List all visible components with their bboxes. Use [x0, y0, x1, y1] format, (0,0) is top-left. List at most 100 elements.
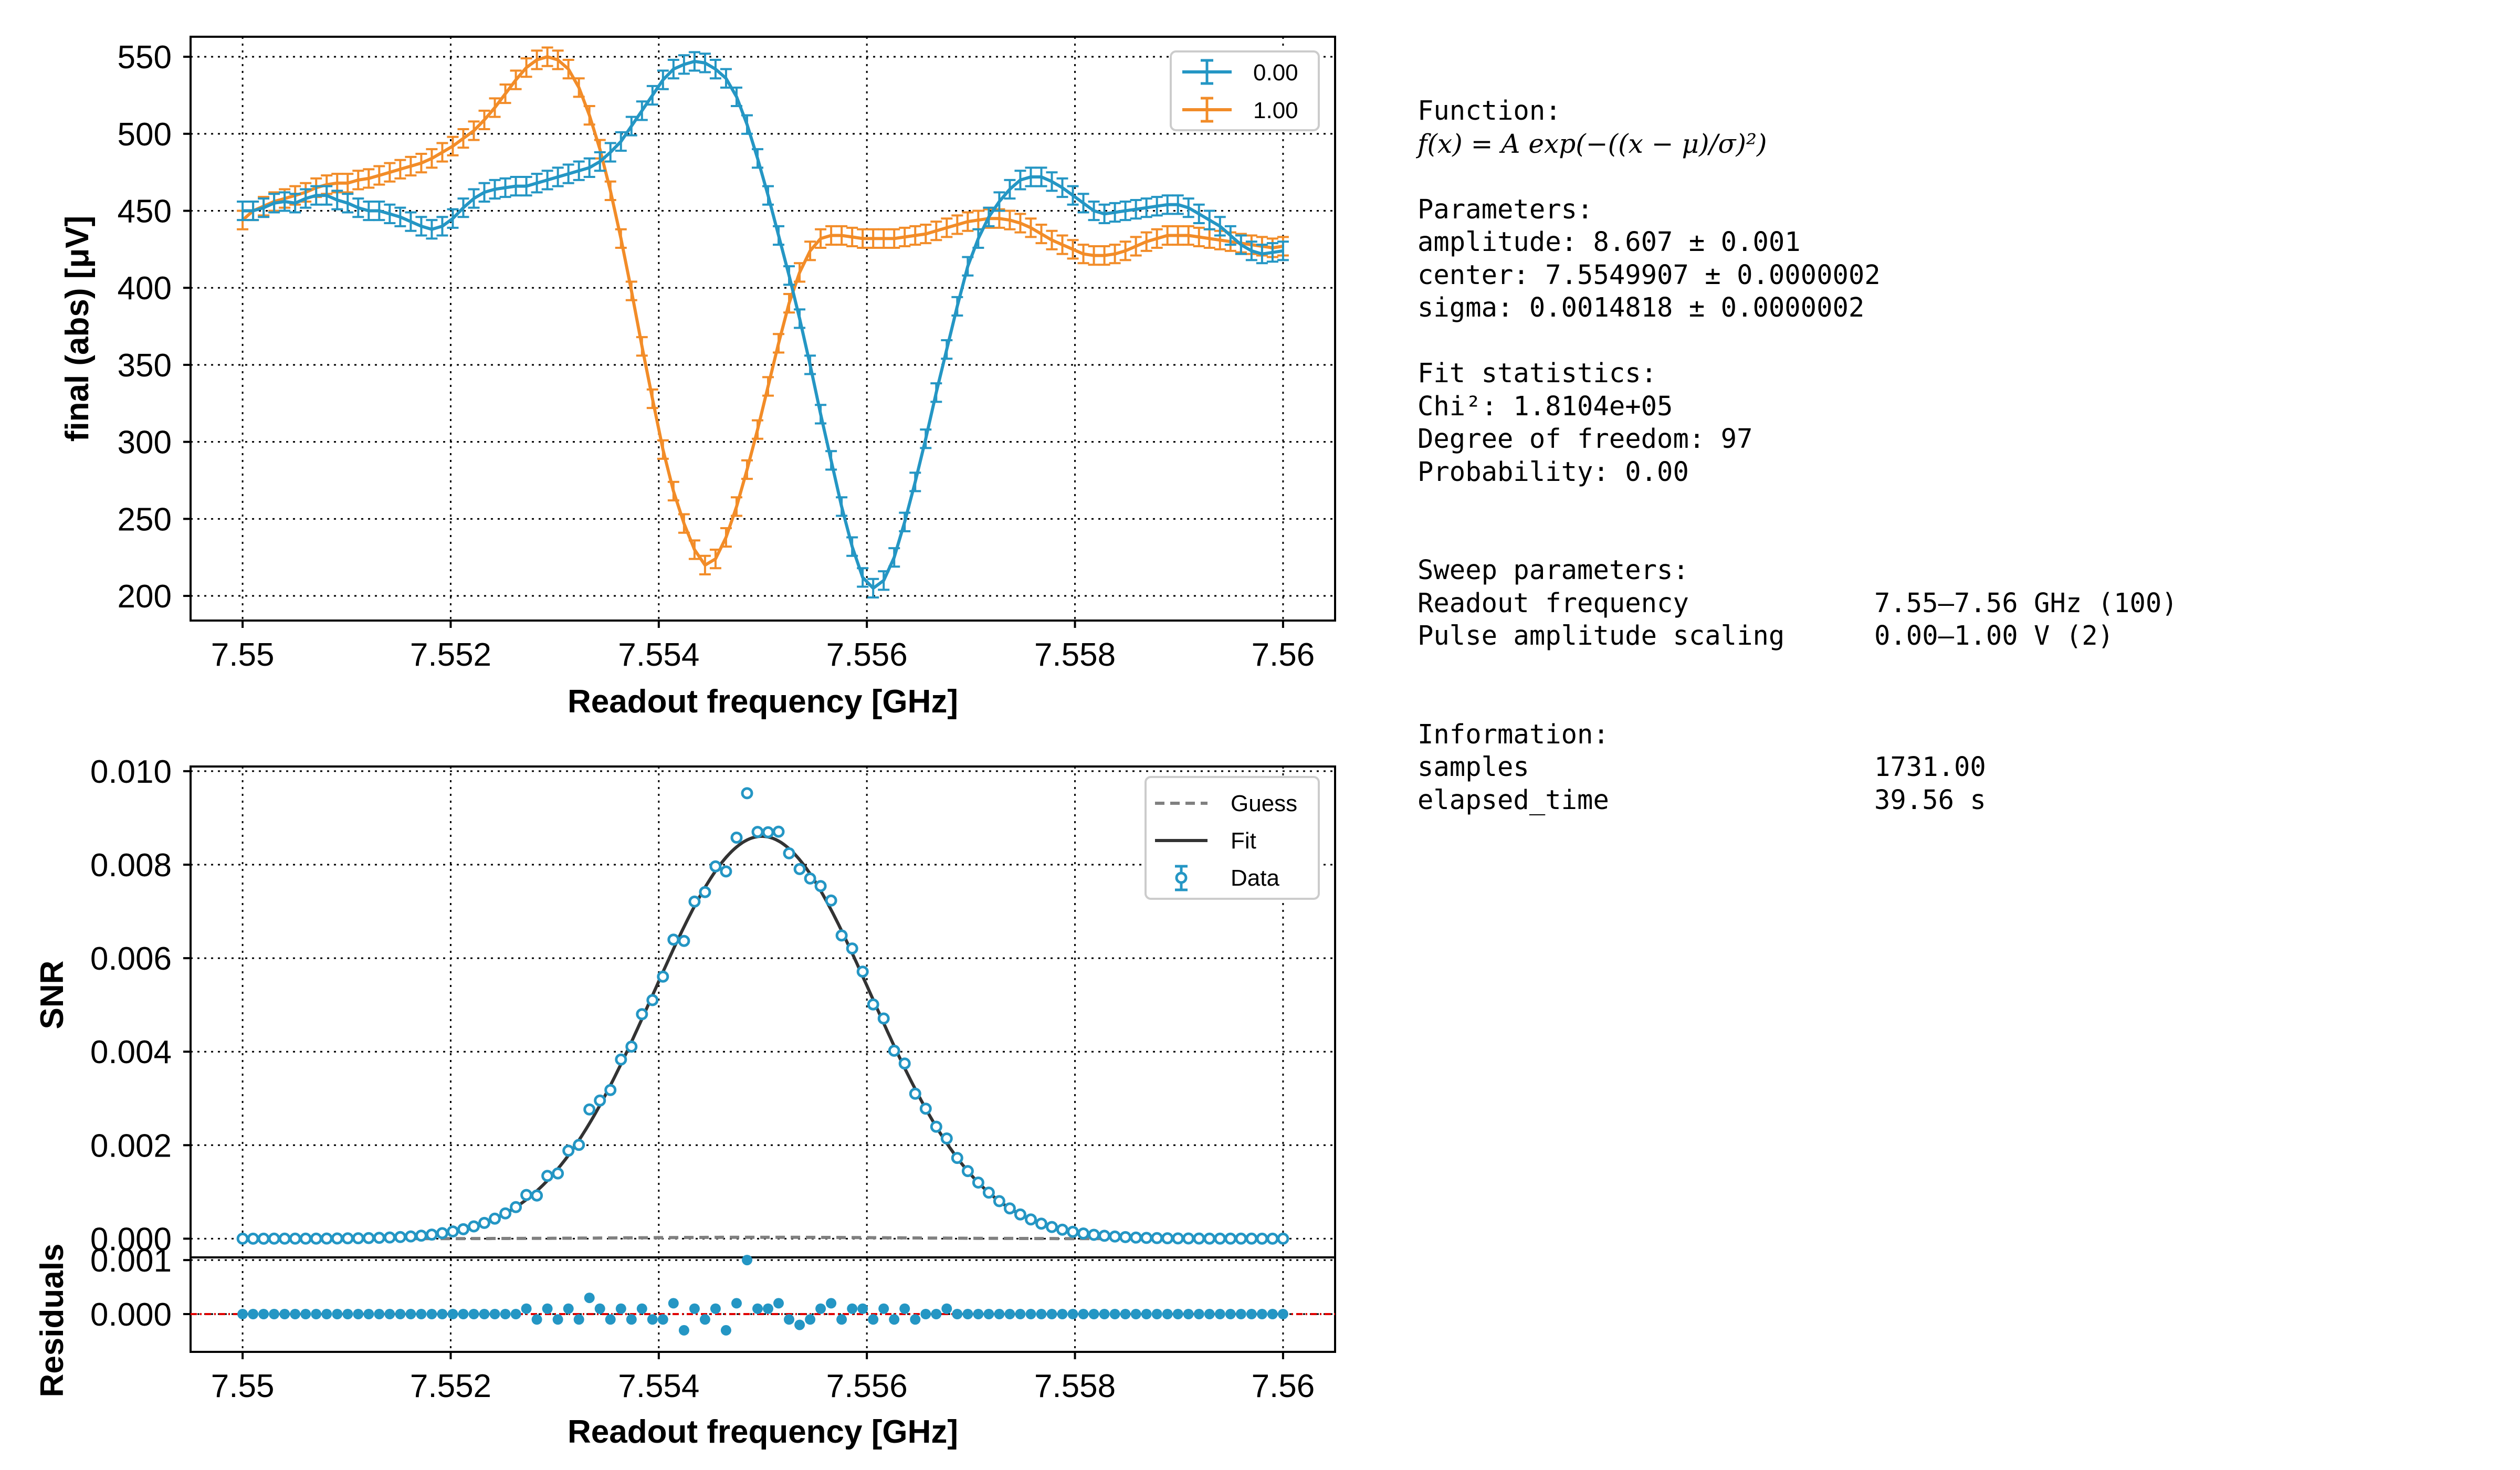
legend-line-icon	[1182, 97, 1232, 123]
data-point	[625, 1041, 638, 1053]
legend-data-label: Data	[1231, 865, 1279, 891]
series-line-1	[242, 55, 1284, 567]
residual-point	[868, 1314, 879, 1325]
residual-point	[1099, 1309, 1110, 1319]
sweep-header: Sweep parameters:	[1418, 554, 1689, 585]
residuals-y-tick-label: 0.001	[90, 1243, 172, 1279]
residual-point	[994, 1309, 1005, 1319]
residual-point	[374, 1309, 385, 1319]
residual-point	[573, 1314, 584, 1325]
data-point	[741, 787, 753, 800]
residuals-y-axis-label: Residuals	[34, 1244, 70, 1398]
top-plot-frame	[190, 36, 1336, 622]
top-y-tick-label: 500	[118, 117, 172, 153]
residual-point	[668, 1298, 679, 1309]
residual-point	[1025, 1309, 1036, 1319]
data-point	[709, 860, 722, 873]
snr-y-tick-label: 0.004	[90, 1034, 172, 1070]
information-key: samples	[1418, 751, 1529, 782]
information-row: samples 1731.00	[1418, 751, 2494, 784]
residual-point	[416, 1309, 427, 1319]
data-point	[646, 994, 659, 1006]
snr-y-tick-label: 0.006	[90, 941, 172, 977]
data-point	[940, 1132, 953, 1144]
param-sigma: sigma: 0.0014818 ± 0.0000002	[1418, 292, 1865, 323]
residual-point	[563, 1303, 574, 1314]
data-point	[982, 1186, 995, 1199]
snr-legend: Guess Fit Data	[1144, 776, 1320, 900]
legend-line-icon	[1182, 59, 1232, 85]
information-row: elapsed_time 39.56 s	[1418, 784, 2494, 817]
data-point	[1014, 1208, 1026, 1221]
data-point	[1161, 1232, 1174, 1245]
data-point	[1224, 1232, 1237, 1245]
data-point	[499, 1207, 512, 1220]
data-point	[1109, 1230, 1121, 1243]
fit-chi2: Chi²: 1.8104e+05	[1418, 390, 1673, 422]
data-point	[657, 970, 669, 983]
residual-point	[910, 1314, 921, 1325]
data-point	[341, 1232, 354, 1245]
residual-point	[657, 1314, 668, 1325]
data-point	[1203, 1232, 1216, 1245]
residual-point	[311, 1309, 322, 1319]
data-point	[720, 865, 732, 878]
data-point	[352, 1232, 364, 1245]
top-y-tick-label: 250	[118, 501, 172, 538]
data-point	[373, 1232, 385, 1244]
sweep-value: 7.55—7.56 GHz (100)	[1874, 587, 2178, 618]
residual-point	[636, 1303, 647, 1314]
residuals-x-tick-label: 7.556	[826, 1368, 908, 1404]
residual-point	[300, 1309, 311, 1319]
data-point	[1151, 1232, 1163, 1244]
top-panel: 7.55 7.552 7.554 7.556 7.558 7.56 200 250 300 350…	[59, 36, 1336, 720]
data-point	[1182, 1232, 1195, 1245]
residual-point	[1183, 1309, 1194, 1319]
data-point	[562, 1144, 575, 1157]
residuals-x-tick-label: 7.552	[410, 1368, 491, 1404]
snr-panel: 0.000 0.002 0.004 0.006 0.008 0.010 SNR Guess…	[34, 754, 1336, 1265]
residual-point	[805, 1314, 816, 1325]
residual-point	[815, 1303, 826, 1314]
data-point	[531, 1189, 543, 1202]
information-value: 1731.00	[1874, 751, 1986, 782]
top-y-tick-label: 550	[118, 39, 172, 76]
data-point	[667, 933, 680, 946]
residual-point	[468, 1309, 479, 1319]
data-point	[331, 1232, 343, 1245]
sweep-value: 0.00—1.00 V (2)	[1874, 620, 2114, 651]
data-point	[1130, 1231, 1142, 1244]
data-point	[457, 1223, 469, 1235]
legend-guess-label: Guess	[1231, 791, 1297, 816]
top-y-tick-label: 450	[118, 194, 172, 230]
snr-y-tick-label: 0.008	[90, 847, 172, 884]
data-point	[404, 1230, 417, 1243]
residual-point	[1193, 1309, 1204, 1319]
data-point	[793, 863, 806, 875]
residual-point	[794, 1319, 805, 1330]
data-point	[310, 1232, 322, 1245]
data-point	[762, 826, 774, 838]
residual-point	[847, 1303, 858, 1314]
residual-point	[552, 1314, 563, 1325]
residual-point	[626, 1314, 637, 1325]
residual-point	[1130, 1309, 1141, 1319]
data-point	[1119, 1231, 1132, 1243]
top-x-tick-label: 7.556	[826, 637, 908, 673]
top-ticks: 7.55 7.552 7.554 7.556 7.558 7.56 200 250 300 350…	[118, 39, 1315, 673]
residuals-series	[191, 1255, 1335, 1336]
top-y-tick-label: 300	[118, 425, 172, 461]
sweep-key: Pulse amplitude scaling	[1418, 620, 1785, 651]
residual-point	[1141, 1309, 1152, 1319]
residual-point	[763, 1303, 773, 1314]
residual-point	[479, 1309, 490, 1319]
param-amplitude: amplitude: 8.607 ± 0.001	[1418, 226, 1801, 257]
residual-point	[878, 1303, 889, 1314]
top-grid	[191, 37, 1335, 621]
data-point	[436, 1227, 448, 1240]
function-header: Function:	[1418, 95, 1561, 126]
legend-label-0: 0.00	[1253, 60, 1298, 86]
data-point	[930, 1120, 942, 1133]
top-x-tick-label: 7.56	[1252, 637, 1315, 673]
